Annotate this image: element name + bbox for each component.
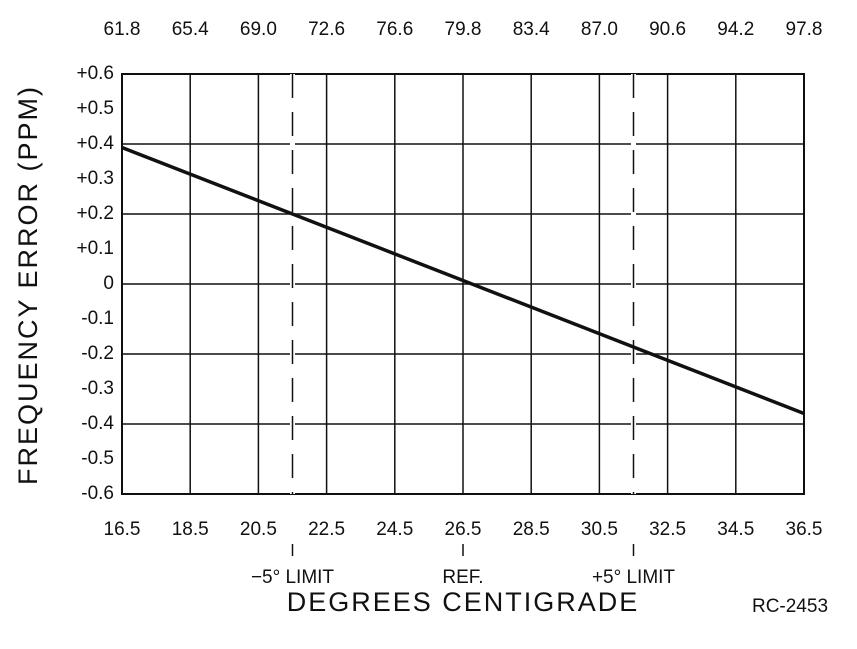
x2-tick-label: 65.4: [172, 19, 209, 40]
x2-tick-label: 69.0: [240, 19, 277, 40]
x2-tick-label: 90.6: [649, 19, 686, 40]
x-tick-label: 18.5: [172, 519, 209, 540]
y-axis-label: FREQUENCY ERROR (PPM): [13, 85, 43, 485]
x2-tick-label: 83.4: [513, 19, 550, 40]
x2-tick-label: 97.8: [786, 19, 823, 40]
x2-tick-label: 87.0: [581, 19, 618, 40]
annotation: REF.: [442, 567, 483, 588]
y-tick-label: 0: [103, 273, 114, 294]
y-tick-label: -0.6: [81, 483, 114, 504]
figure-id: RC-2453: [752, 596, 828, 617]
x-tick-label: 22.5: [308, 519, 345, 540]
y-tick-label: +0.2: [76, 203, 114, 224]
x2-tick-label: 72.6: [308, 19, 345, 40]
y-tick-label: +0.1: [76, 238, 114, 259]
y-tick-label: -0.2: [81, 343, 114, 364]
y-tick-label: -0.4: [81, 413, 114, 434]
x-tick-label: 34.5: [717, 519, 754, 540]
x-axis-label: DEGREES CENTIGRADE: [287, 587, 640, 617]
x-tick-label: 32.5: [649, 519, 686, 540]
x-tick-label: 16.5: [104, 519, 141, 540]
x-tick-label: 36.5: [786, 519, 823, 540]
x2-tick-label: 61.8: [104, 19, 141, 40]
y-tick-label: -0.1: [81, 308, 114, 329]
annotation: −5° LIMIT: [251, 567, 334, 588]
y-tick-label: -0.5: [81, 448, 114, 469]
x-tick-label: 28.5: [513, 519, 550, 540]
x2-tick-label: 79.8: [445, 19, 482, 40]
y-tick-label: +0.5: [76, 98, 114, 119]
y-tick-label: -0.3: [81, 378, 114, 399]
x-tick-label: 26.5: [445, 519, 482, 540]
y-tick-label: +0.6: [76, 63, 114, 84]
x-tick-label: 24.5: [376, 519, 413, 540]
y-tick-label: +0.3: [76, 168, 114, 189]
x-tick-label: 20.5: [240, 519, 277, 540]
data-line: [121, 145, 805, 416]
x2-tick-label: 76.6: [376, 19, 413, 40]
x-tick-label: 30.5: [581, 519, 618, 540]
x2-tick-label: 94.2: [717, 19, 754, 40]
y-tick-label: +0.4: [76, 133, 114, 154]
annotation: +5° LIMIT: [592, 567, 675, 588]
